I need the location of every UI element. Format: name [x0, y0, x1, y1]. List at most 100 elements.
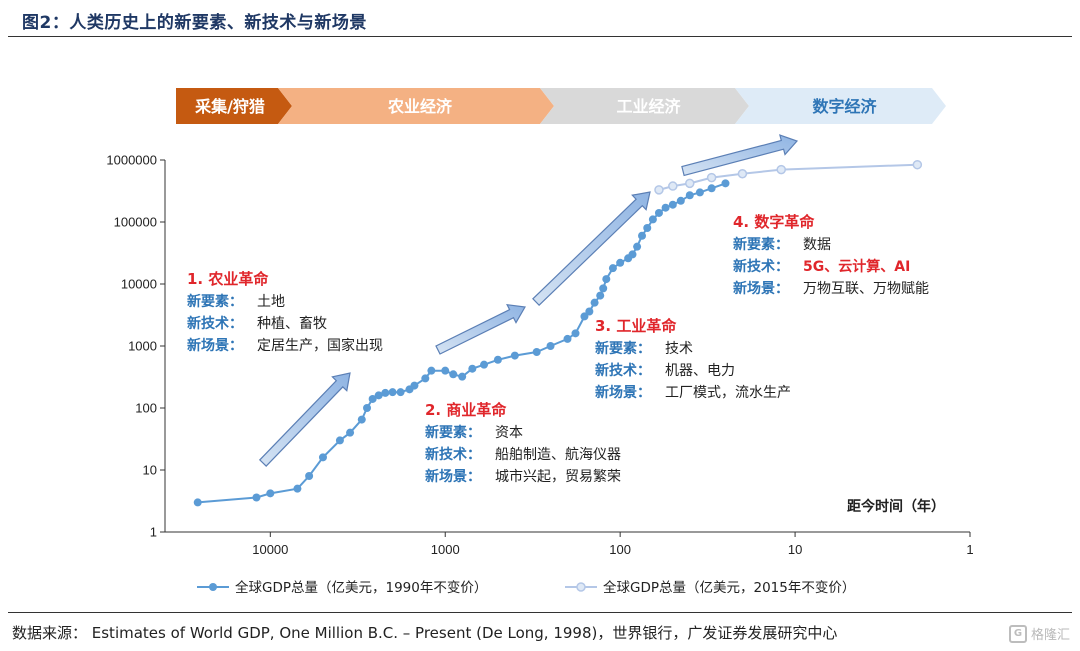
revolution-value: 万物互联、万物赋能	[803, 281, 929, 297]
data-point	[396, 388, 405, 397]
trend-arrow-icon	[435, 303, 526, 355]
legend: 全球GDP总量（亿美元，1990年不变价） 全球GDP总量（亿美元，2015年不变…	[197, 579, 855, 596]
revolution-key: 新场景：	[187, 337, 243, 354]
revolution-value: 城市兴起，贸易繁荣	[495, 468, 621, 485]
data-point	[368, 394, 377, 403]
figure-title: 图2：人类历史上的新要素、新技术与新场景	[22, 13, 367, 33]
data-point	[357, 415, 366, 424]
data-point	[638, 231, 647, 240]
data-point	[599, 284, 608, 293]
source-note: 数据来源： Estimates of World GDP, One Millio…	[12, 624, 838, 642]
revolution-key: 新要素：	[187, 293, 243, 310]
y-tick-label: 1000	[128, 339, 157, 354]
revolution-key: 新场景：	[595, 384, 651, 401]
data-point	[363, 404, 372, 412]
data-point	[685, 178, 695, 189]
data-point	[335, 436, 344, 445]
revolution-key: 新要素：	[425, 424, 481, 441]
revolution-title: 4. 数字革命	[733, 213, 815, 231]
revolution-value: 资本	[495, 425, 523, 441]
trend-arrow-icon	[258, 372, 351, 467]
x-tick-label: 100	[609, 542, 631, 557]
chart-canvas: 采集/狩猎 农业经济 工业经济 数字经济 1101001000100001000001…	[106, 88, 974, 596]
data-point	[266, 489, 275, 498]
data-point	[421, 374, 430, 383]
x-tick-label: 10	[788, 542, 802, 557]
revolution-value: 5G、云计算、AI	[803, 258, 910, 275]
watermark: G 格隆汇	[1008, 624, 1070, 643]
revolution-title: 3. 工业革命	[595, 317, 677, 335]
data-point	[737, 169, 748, 179]
revolution-key: 新技术：	[733, 258, 789, 275]
data-point	[374, 391, 383, 400]
data-point	[193, 498, 202, 507]
y-tick-label: 1	[150, 525, 157, 540]
data-point	[585, 307, 594, 316]
data-point	[695, 188, 704, 197]
trend-arrow-icon	[532, 191, 651, 307]
revolution-value: 土地	[257, 294, 285, 310]
revolution-title: 1. 农业革命	[187, 270, 269, 288]
data-point	[427, 366, 436, 375]
revolution-value: 定居生产，国家出现	[257, 337, 383, 354]
axes: 1 10 100 1000 10000 100000 1000000 10000 1000 100…	[106, 153, 973, 558]
stage-label: 数字经济	[812, 97, 877, 116]
data-point	[661, 203, 670, 212]
data-point	[608, 264, 617, 273]
data-point	[643, 224, 652, 233]
stage-bar: 采集/狩猎 农业经济 工业经济 数字经济	[176, 88, 946, 124]
revolution-key: 新场景：	[733, 280, 789, 297]
data-point	[546, 342, 555, 350]
data-point	[252, 493, 261, 502]
data-point	[590, 298, 599, 307]
data-point	[633, 242, 642, 251]
data-point	[563, 334, 572, 343]
revolution-value: 种植、畜牧	[257, 316, 327, 332]
series-line	[197, 182, 726, 504]
y-tick-label: 10000	[121, 277, 157, 292]
stage-chevron	[540, 88, 749, 124]
revolution-key: 新要素：	[595, 340, 651, 357]
revolution-title: 2. 商业革命	[425, 401, 507, 419]
data-point	[410, 381, 419, 390]
data-point	[580, 312, 589, 321]
x-tick-label: 10000	[252, 542, 288, 557]
data-point	[318, 453, 327, 462]
watermark-text: 格隆汇	[1030, 628, 1070, 643]
data-point	[628, 250, 637, 259]
data-point	[346, 428, 355, 437]
trend-arrow-icon	[681, 134, 799, 177]
stage-chevron	[278, 88, 554, 124]
data-point	[676, 196, 685, 205]
revolution-value: 技术	[665, 341, 693, 357]
data-point	[668, 181, 678, 191]
data-point	[381, 388, 390, 397]
data-point	[721, 179, 730, 188]
data-point	[468, 364, 477, 373]
data-point	[602, 275, 611, 284]
data-point	[685, 191, 694, 200]
revolution-key: 新技术：	[425, 446, 481, 463]
data-point	[305, 472, 314, 481]
x-tick-label: 1000	[431, 542, 460, 557]
y-tick-label: 100	[135, 401, 157, 416]
revolution-key: 新要素：	[733, 236, 789, 253]
data-point	[388, 388, 397, 397]
series-layer	[193, 159, 923, 507]
legend-marker	[209, 583, 217, 591]
data-point	[654, 208, 663, 217]
stage-chevron	[176, 88, 292, 124]
top-rule	[8, 36, 1072, 37]
data-point	[532, 348, 541, 357]
stage-label: 采集/狩猎	[194, 97, 265, 116]
stage-label: 农业经济	[387, 97, 453, 116]
data-point	[912, 159, 923, 170]
stage-chevron	[735, 88, 946, 124]
data-point	[776, 164, 786, 175]
data-point	[293, 484, 302, 493]
watermark-logo-icon: G	[1008, 624, 1027, 643]
trend-arrows	[258, 134, 799, 467]
x-axis-title: 距今时间（年）	[847, 498, 945, 515]
y-tick-label: 10	[143, 463, 157, 478]
